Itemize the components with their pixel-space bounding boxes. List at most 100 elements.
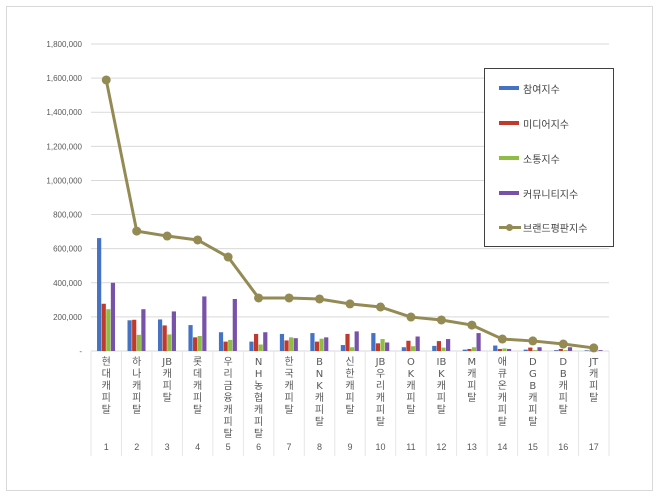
x-category-label: DB캐피탈 — [558, 357, 568, 416]
bar-2 — [502, 348, 507, 351]
bar-2 — [350, 347, 355, 351]
bar-2 — [410, 346, 416, 351]
line-marker — [223, 252, 233, 262]
y-tick-label: 1,600,000 — [46, 74, 82, 83]
bar-3 — [354, 331, 359, 351]
bar-0 — [218, 332, 224, 351]
legend-label: 커뮤니티지수 — [523, 189, 579, 201]
bar-0 — [554, 350, 559, 351]
legend-label: 미디어지수 — [523, 119, 569, 131]
legend-item-communication: 소통지수 — [499, 151, 560, 166]
bar-1 — [253, 333, 259, 351]
legend-swatch-purple — [499, 191, 519, 195]
bar-3 — [385, 342, 390, 351]
bar-1 — [558, 348, 563, 351]
bar-3 — [598, 350, 603, 351]
bar-3 — [537, 347, 542, 351]
line-marker — [345, 299, 355, 309]
legend-swatch-red — [499, 121, 519, 125]
bar-1 — [284, 340, 289, 351]
bar-3 — [202, 296, 207, 351]
bar-3 — [476, 333, 481, 351]
bar-1 — [467, 348, 472, 351]
chart-frame: - 200,000 400,000 600,000 800,000 1,000,000 1,… — [6, 6, 653, 491]
line-marker — [497, 334, 507, 344]
bar-2 — [471, 347, 477, 351]
bar-3 — [506, 348, 512, 351]
bar-3 — [141, 309, 146, 351]
y-tick-label: 600,000 — [53, 245, 82, 254]
x-category-number: 11 — [406, 442, 415, 452]
bar-0 — [493, 345, 498, 351]
y-tick-label: 1,400,000 — [46, 108, 82, 117]
x-category-label: 하나캐피탈 — [132, 357, 142, 416]
x-category-number: 15 — [528, 442, 538, 452]
x-category-label: OK캐피탈 — [406, 357, 416, 416]
bar-2 — [532, 350, 538, 351]
line-marker — [132, 226, 142, 236]
x-category-number: 4 — [195, 442, 200, 452]
legend-item-participation: 참여지수 — [499, 81, 560, 96]
x-category-number: 13 — [467, 442, 477, 452]
bar-0 — [310, 333, 315, 351]
bar-2 — [289, 337, 294, 351]
x-category-label: 현대캐피탈 — [101, 357, 111, 416]
chart-legend: 참여지수 미디어지수 소통지수 커뮤니티지수 브랜드평판지수 — [484, 68, 614, 247]
x-category-label: 애큐온캐피탈 — [497, 357, 507, 428]
bar-0 — [188, 325, 193, 351]
x-category-number: 5 — [226, 442, 231, 452]
line-marker — [558, 339, 568, 349]
bar-1 — [101, 303, 106, 351]
x-category-label: IBK캐피탈 — [436, 357, 447, 416]
x-category-label: NH농협캐피탈 — [253, 357, 264, 440]
line-marker — [101, 75, 111, 85]
x-category-number: 12 — [436, 442, 446, 452]
line-marker — [589, 343, 599, 353]
x-category-number: 7 — [287, 442, 292, 452]
bar-0 — [432, 345, 437, 351]
bar-3 — [324, 337, 329, 351]
x-category-label: 우리금융캐피탈 — [223, 357, 233, 440]
bar-1 — [436, 341, 442, 351]
x-category-number: 6 — [256, 442, 261, 452]
x-category-label: JT캐피탈 — [589, 357, 599, 404]
bar-1 — [497, 348, 502, 351]
line-marker — [406, 312, 416, 322]
legend-item-community: 커뮤니티지수 — [499, 186, 579, 201]
bar-0 — [127, 320, 132, 351]
x-category-number: 16 — [558, 442, 568, 452]
bar-1 — [375, 343, 381, 351]
y-tick-label: 1,200,000 — [46, 142, 82, 151]
legend-item-media: 미디어지수 — [499, 116, 569, 131]
x-category-label: JB캐피탈 — [162, 357, 173, 404]
legend-label: 브랜드평판지수 — [523, 223, 588, 235]
bar-0 — [584, 350, 589, 351]
x-category-label: DGB캐피탈 — [528, 357, 538, 428]
y-tick-label: 200,000 — [53, 313, 82, 322]
bar-1 — [223, 341, 228, 351]
line-marker — [375, 302, 385, 312]
y-tick-label: 800,000 — [53, 211, 82, 220]
bar-2 — [319, 338, 324, 351]
bar-1 — [162, 325, 167, 351]
bar-0 — [462, 349, 467, 351]
x-category-number: 10 — [375, 442, 385, 452]
bar-1 — [132, 319, 137, 351]
legend-item-brand-reputation: 브랜드평판지수 — [499, 220, 588, 235]
y-tick-label: 1,800,000 — [46, 40, 82, 49]
legend-swatch-green — [499, 156, 519, 160]
x-category-number: 9 — [347, 442, 352, 452]
bar-3 — [446, 339, 451, 351]
bar-1 — [314, 341, 320, 351]
bar-1 — [193, 337, 198, 351]
line-marker — [254, 293, 264, 303]
line-marker — [528, 336, 538, 346]
bar-0 — [97, 238, 102, 351]
bar-2 — [167, 334, 172, 351]
x-category-number: 8 — [317, 442, 322, 452]
bar-1 — [345, 333, 350, 351]
x-category-number: 14 — [497, 442, 507, 452]
x-category-number: 3 — [165, 442, 170, 452]
x-category-label: 한국캐피탈 — [284, 357, 294, 416]
bar-1 — [406, 340, 411, 351]
